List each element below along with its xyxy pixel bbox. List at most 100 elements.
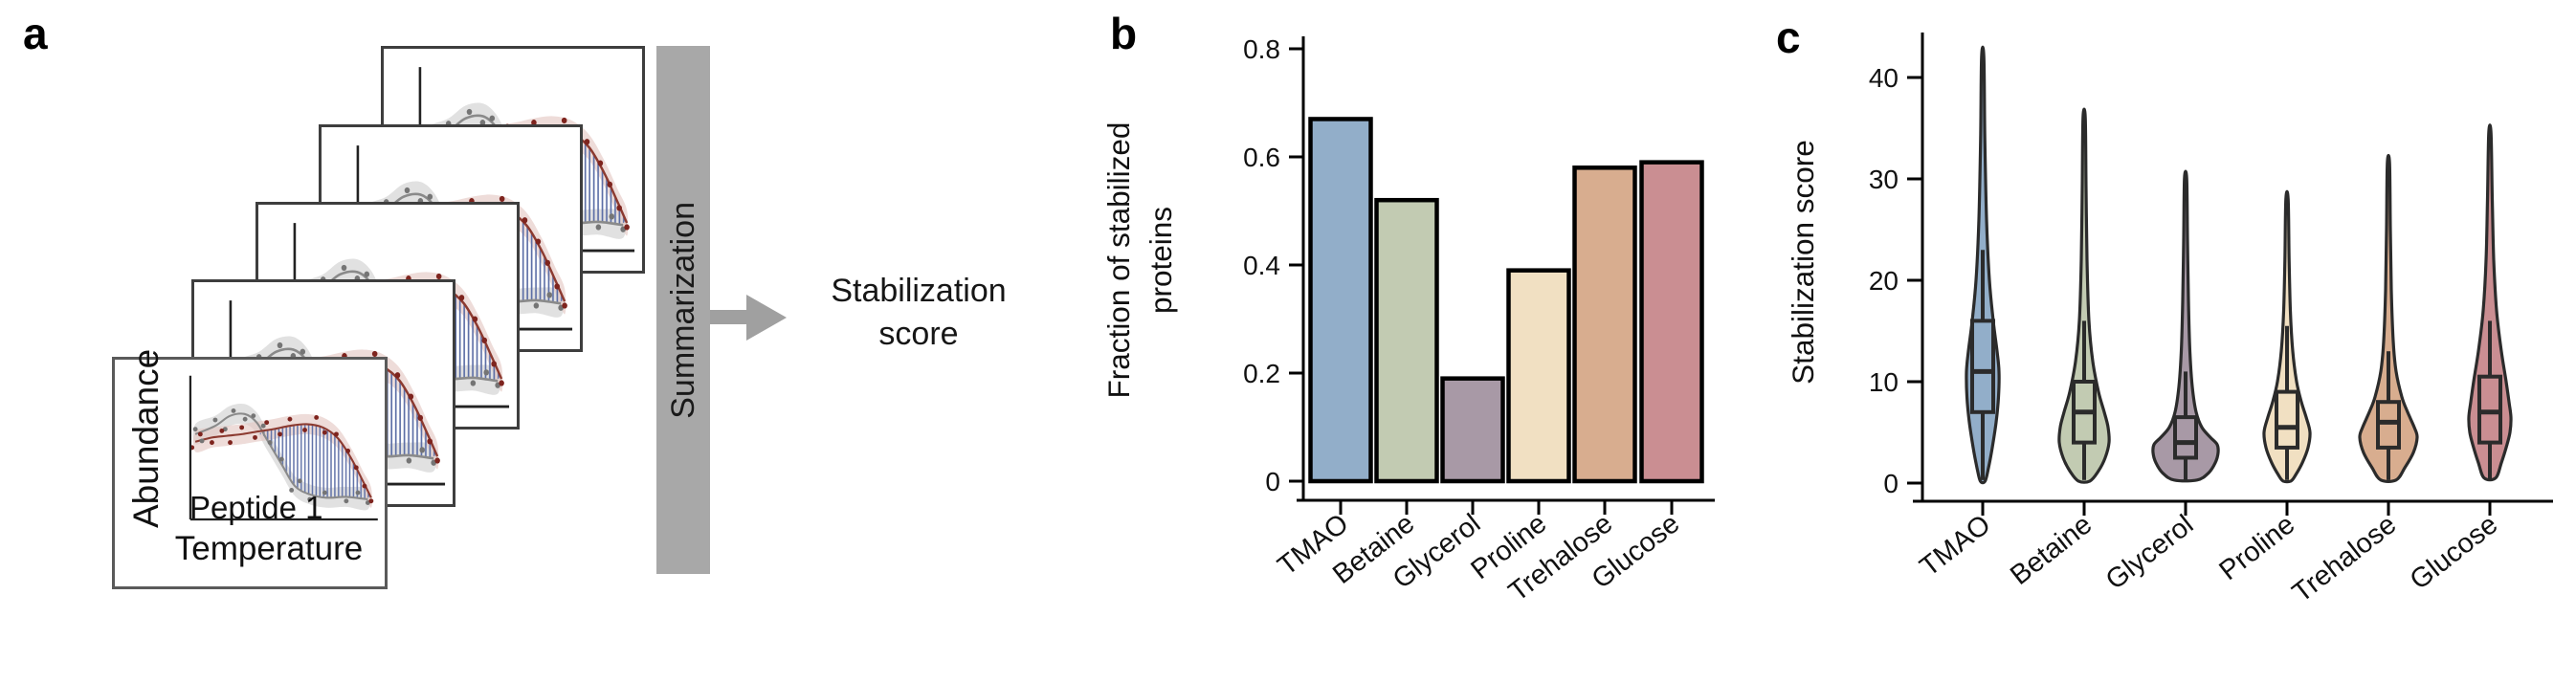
red-data-point: [264, 420, 270, 426]
b-y-axis-title-line1: Fraction of stabilized: [1101, 122, 1136, 399]
gray-data-point: [278, 456, 284, 462]
gray-data-point: [470, 380, 477, 386]
peptide-label: Peptide 1: [189, 490, 323, 525]
bar-chart-panel-b: 00.20.40.60.8TMAOBetaineGlycerolProlineT…: [1101, 34, 1715, 607]
box-glucose: [2477, 374, 2502, 445]
y-tick-label: 0.8: [1243, 34, 1280, 64]
red-data-point: [522, 217, 528, 224]
red-data-point: [499, 195, 505, 203]
panel-b-label: b: [1110, 9, 1138, 58]
red-data-point: [334, 431, 339, 437]
violin-trehalose: [2358, 153, 2419, 483]
red-data-point: [197, 431, 203, 437]
gray-data-point: [483, 369, 490, 376]
red-data-point: [435, 273, 442, 280]
gray-data-point: [609, 213, 615, 220]
red-data-point: [287, 416, 293, 422]
control-curve: [194, 412, 368, 501]
red-data-point: [434, 457, 440, 464]
red-data-point: [427, 438, 433, 445]
bar-trehalose: [1572, 165, 1637, 484]
red-data-point: [531, 120, 537, 126]
peptide-card-front: Abundance Peptide 1 Temperature: [112, 349, 388, 589]
b-y-axis-title-line2: proteins: [1144, 207, 1178, 314]
stabilization-score-label: Stabilization score: [806, 270, 1032, 356]
box-proline: [2275, 389, 2299, 450]
y-tick-label: 40: [1869, 63, 1899, 93]
y-tick-label: 10: [1869, 367, 1899, 397]
violin-betaine: [2057, 107, 2111, 484]
red-data-point: [554, 283, 560, 290]
gray-data-point: [212, 417, 218, 423]
red-data-point: [607, 181, 613, 188]
red-data-point: [210, 440, 214, 446]
violin-glycerol: [2151, 169, 2220, 483]
summarization-bar: Summarization: [656, 46, 710, 574]
violin-glucose: [2467, 123, 2513, 482]
gray-data-point: [289, 487, 295, 493]
stabilization-area-hatch: [259, 424, 370, 499]
red-data-point: [394, 372, 401, 379]
osmolyte-curve: [194, 423, 372, 498]
gray-data-point: [364, 271, 370, 277]
red-data-point: [562, 302, 567, 309]
bar-glucose: [1639, 160, 1704, 484]
gray-data-point: [341, 264, 347, 272]
red-data-point: [219, 428, 225, 433]
red-data-point: [408, 393, 414, 400]
panel-c-label: c: [1776, 12, 1801, 62]
gray-data-point: [322, 490, 327, 496]
box-trehalose: [2376, 400, 2401, 450]
gray-data-point: [489, 115, 496, 121]
gray-data-point: [260, 423, 266, 429]
red-data-point: [302, 428, 307, 432]
red-data-point: [322, 430, 327, 435]
red-data-point: [481, 337, 488, 344]
y-tick-label: 0: [1883, 469, 1899, 498]
gray-data-point: [297, 478, 302, 484]
red-data-point: [535, 238, 542, 245]
red-data-point: [362, 483, 367, 489]
violin-chart-panel-c: 0 10 20 30 40 TMAO Betaine Glycerol ProlineTreha…: [1786, 33, 2553, 608]
bar-proline: [1506, 268, 1571, 484]
gray-data-point: [406, 457, 412, 464]
gray-data-point: [466, 108, 473, 116]
arrow-icon: [710, 310, 750, 324]
gray-data-point: [355, 490, 361, 496]
red-data-point: [371, 350, 378, 358]
red-data-point: [253, 434, 257, 440]
gray-data-point: [533, 302, 540, 309]
gray-data-point: [427, 193, 433, 200]
bar-glycerol: [1440, 376, 1505, 484]
red-data-point: [228, 440, 233, 446]
x-tick-label: Betaine: [2005, 509, 2098, 591]
gray-data-point: [199, 438, 205, 444]
y-tick-label: 0: [1265, 467, 1280, 496]
gray-data-point: [277, 342, 283, 349]
red-data-point: [491, 361, 497, 367]
gray-data-point: [231, 408, 236, 413]
x-tick-label: Glucose: [2405, 509, 2504, 596]
box-glycerol: [2173, 415, 2198, 460]
gray-data-point: [479, 120, 486, 126]
gray-data-point: [251, 413, 256, 419]
gray-data-point: [344, 498, 349, 504]
red-data-point: [584, 139, 590, 145]
stabilization-score-line1: Stabilization: [831, 273, 1007, 309]
y-tick-label: 0.2: [1243, 359, 1280, 388]
red-data-point: [278, 431, 282, 437]
red-data-point: [353, 465, 359, 471]
red-data-point: [368, 498, 374, 504]
y-tick-label: 30: [1869, 165, 1899, 194]
y-tick-label: 20: [1869, 266, 1899, 296]
panel-a-label: a: [23, 9, 48, 58]
x-tick-label: Proline: [2213, 509, 2300, 586]
bar-betaine: [1374, 197, 1439, 484]
red-data-point: [561, 117, 567, 124]
stabilization-score-line2: score: [878, 315, 959, 352]
red-data-point: [597, 160, 604, 166]
x-tick-label: TMAO: [1915, 509, 1997, 583]
y-tick-label: 0.6: [1243, 143, 1280, 172]
red-data-point: [616, 205, 622, 211]
